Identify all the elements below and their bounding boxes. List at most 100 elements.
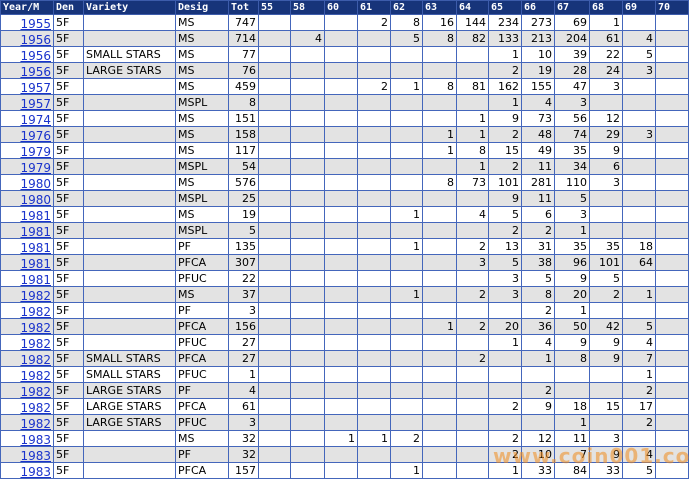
table-cell: 5F [53,126,84,143]
table-cell: 8 [422,30,457,47]
table-cell [655,46,689,63]
table-cell: PFUC [175,334,229,351]
table-cell: 2 [521,302,555,319]
table-cell [290,94,325,111]
year-link[interactable]: 1979 [20,161,51,175]
year-link[interactable]: 1957 [20,81,51,95]
table-cell: MS [175,142,229,159]
column-header: 63 [422,0,457,15]
table-cell [290,190,325,207]
table-cell [422,430,457,447]
year-link[interactable]: 1980 [20,177,51,191]
year-link[interactable]: 1956 [20,33,51,47]
table-cell: 1982 [0,414,54,431]
table-cell: 61 [228,398,259,415]
year-link[interactable]: 1983 [20,465,51,479]
table-cell: 2 [390,430,423,447]
table-cell: 13 [488,238,522,255]
column-header: 70 [655,0,689,15]
table-cell [290,398,325,415]
year-link[interactable]: 1983 [20,433,51,447]
year-link[interactable]: 1981 [20,225,51,239]
table-cell [655,350,689,367]
table-cell: 2 [488,446,522,463]
column-header: 66 [521,0,555,15]
table-cell: 8 [390,14,423,31]
table-cell [390,270,423,287]
table-cell: 1 [589,14,623,31]
table-cell [290,158,325,175]
table-cell [83,142,176,159]
table-cell [390,190,423,207]
table-cell: 8 [422,78,457,95]
year-link[interactable]: 1982 [20,385,51,399]
table-cell [456,94,489,111]
table-cell: 281 [521,174,555,191]
table-cell [324,334,358,351]
table-cell [83,206,176,223]
table-cell [357,462,391,479]
year-link[interactable]: 1982 [20,353,51,367]
year-link[interactable]: 1982 [20,401,51,415]
year-link[interactable]: 1956 [20,49,51,63]
table-cell: 27 [228,334,259,351]
table-cell: 5F [53,78,84,95]
table-cell: 5F [53,222,84,239]
table-cell [357,350,391,367]
year-link[interactable]: 1980 [20,193,51,207]
table-cell [390,446,423,463]
year-link[interactable]: 1982 [20,369,51,383]
year-link[interactable]: 1982 [20,337,51,351]
year-link[interactable]: 1982 [20,417,51,431]
table-cell [589,302,623,319]
column-header: 65 [488,0,522,15]
year-link[interactable]: 1981 [20,257,51,271]
table-cell [422,206,457,223]
table-cell [422,462,457,479]
year-link[interactable]: 1981 [20,273,51,287]
year-link[interactable]: 1956 [20,65,51,79]
table-cell [83,286,176,303]
table-cell [655,382,689,399]
year-link[interactable]: 1974 [20,113,51,127]
table-cell [357,126,391,143]
table-cell: 2 [521,382,555,399]
table-cell: 5F [53,446,84,463]
table-cell [290,350,325,367]
table-cell: 50 [554,318,590,335]
table-cell [456,190,489,207]
year-link[interactable]: 1982 [20,289,51,303]
table-cell [622,78,656,95]
table-cell: 3 [554,206,590,223]
year-link[interactable]: 1979 [20,145,51,159]
year-link[interactable]: 1983 [20,449,51,463]
table-cell [390,46,423,63]
table-cell [258,62,291,79]
column-header: 55 [258,0,291,15]
year-link[interactable]: 1976 [20,129,51,143]
table-cell: 74 [554,126,590,143]
table-cell: 5F [53,238,84,255]
year-link[interactable]: 1981 [20,209,51,223]
table-cell [290,238,325,255]
table-cell: 47 [554,78,590,95]
table-cell [357,366,391,383]
table-cell: 5F [53,14,84,31]
table-cell [258,158,291,175]
table-cell [258,14,291,31]
year-link[interactable]: 1957 [20,97,51,111]
year-link[interactable]: 1955 [20,17,51,31]
table-row: 1957 5F MS 459 2 1 8 81 162 155 47 3 [0,78,689,95]
year-link[interactable]: 1982 [20,305,51,319]
table-cell: 33 [589,462,623,479]
table-row: 1981 5F MSPL 5 2 2 1 [0,222,689,239]
table-cell: 2 [622,414,656,431]
table-cell: 5 [488,254,522,271]
table-cell: 1982 [0,350,54,367]
table-cell: SMALL STARS [83,46,176,63]
year-link[interactable]: 1981 [20,241,51,255]
year-link[interactable]: 1982 [20,321,51,335]
table-cell [622,190,656,207]
table-cell: 1981 [0,206,54,223]
table-cell: 4 [622,30,656,47]
